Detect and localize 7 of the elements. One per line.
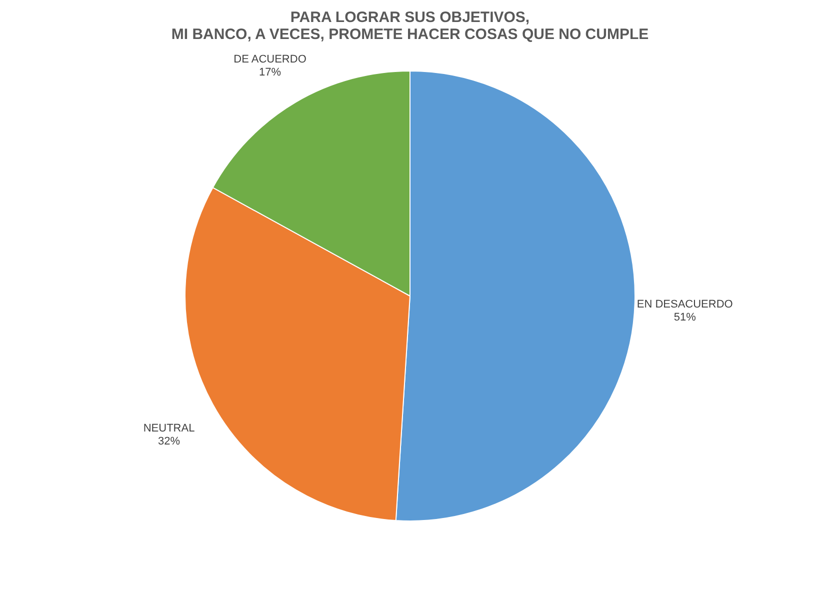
data-label: 32% xyxy=(158,435,180,448)
slice-label: EN DESACUERDO xyxy=(636,298,734,311)
data-label: 17% xyxy=(259,66,282,78)
data-label: 51% xyxy=(674,312,696,324)
slice-label: NEUTRAL xyxy=(143,422,195,434)
slice-label: DE ACUERDO xyxy=(234,53,307,66)
chart-title: PARA LOGRAR SUS OBJETIVOS, MI BANCO, A VECES, PROMETE HACER COSAS QUE NO CUMPLE xyxy=(171,9,649,43)
